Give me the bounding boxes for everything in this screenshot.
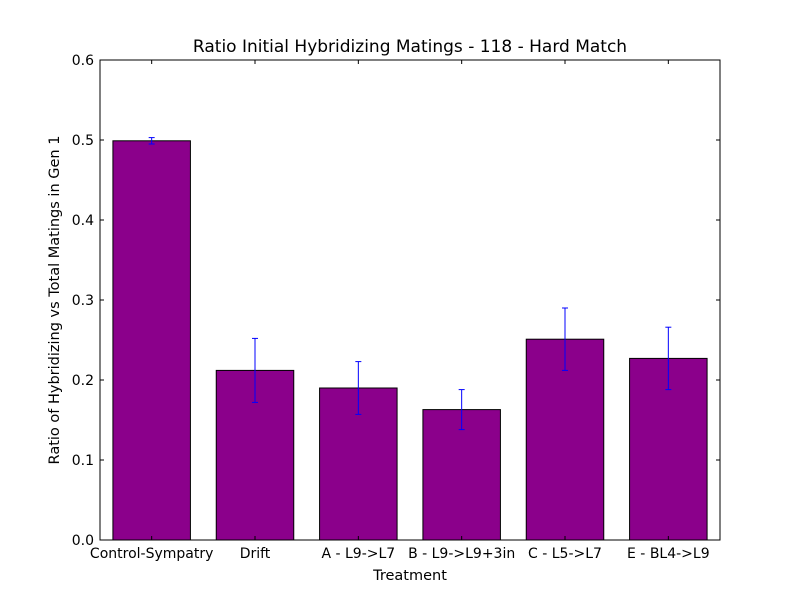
chart-title: Ratio Initial Hybridizing Matings - 118 …	[193, 37, 627, 57]
error-bar-5	[665, 326, 672, 391]
y-tick-label-0: 0.0	[72, 533, 94, 549]
x-tick-label-5: E - BL4->L9	[627, 546, 710, 562]
y-tick-label-3: 0.3	[72, 293, 94, 309]
y-tick-label-1: 0.1	[72, 453, 94, 469]
bars-group	[112, 140, 708, 541]
x-tick-label-4: C - L5->L7	[528, 546, 602, 562]
y-tick-label-6: 0.6	[72, 53, 94, 69]
error-bar-1	[252, 337, 258, 403]
error-bars-group	[148, 137, 672, 431]
bar-4	[525, 338, 605, 541]
ticks-group: Control-Sympatry Drift A - L9->L7 B - L9->L…	[72, 53, 720, 562]
bar-0	[112, 140, 191, 541]
error-bar-0	[148, 137, 155, 145]
x-tick-label-2: A - L9->L7	[321, 546, 395, 562]
x-axis-label: Treatment	[372, 568, 447, 584]
y-tick-label-5: 0.5	[72, 133, 94, 149]
error-bar-3	[458, 389, 465, 431]
x-tick-label-0: Control-Sympatry	[90, 546, 213, 562]
y-tick-label-2: 0.2	[72, 373, 94, 389]
x-tick-label-1: Drift	[240, 546, 271, 562]
error-bar-2	[355, 361, 362, 415]
x-tick-label-3: B - L9->L9+3in	[408, 546, 515, 562]
y-axis-label: Ratio of Hybridizing vs Total Matings in…	[47, 136, 63, 465]
error-bar-4	[562, 307, 568, 371]
y-tick-label-4: 0.4	[72, 213, 94, 229]
plot-frame	[99, 59, 721, 541]
